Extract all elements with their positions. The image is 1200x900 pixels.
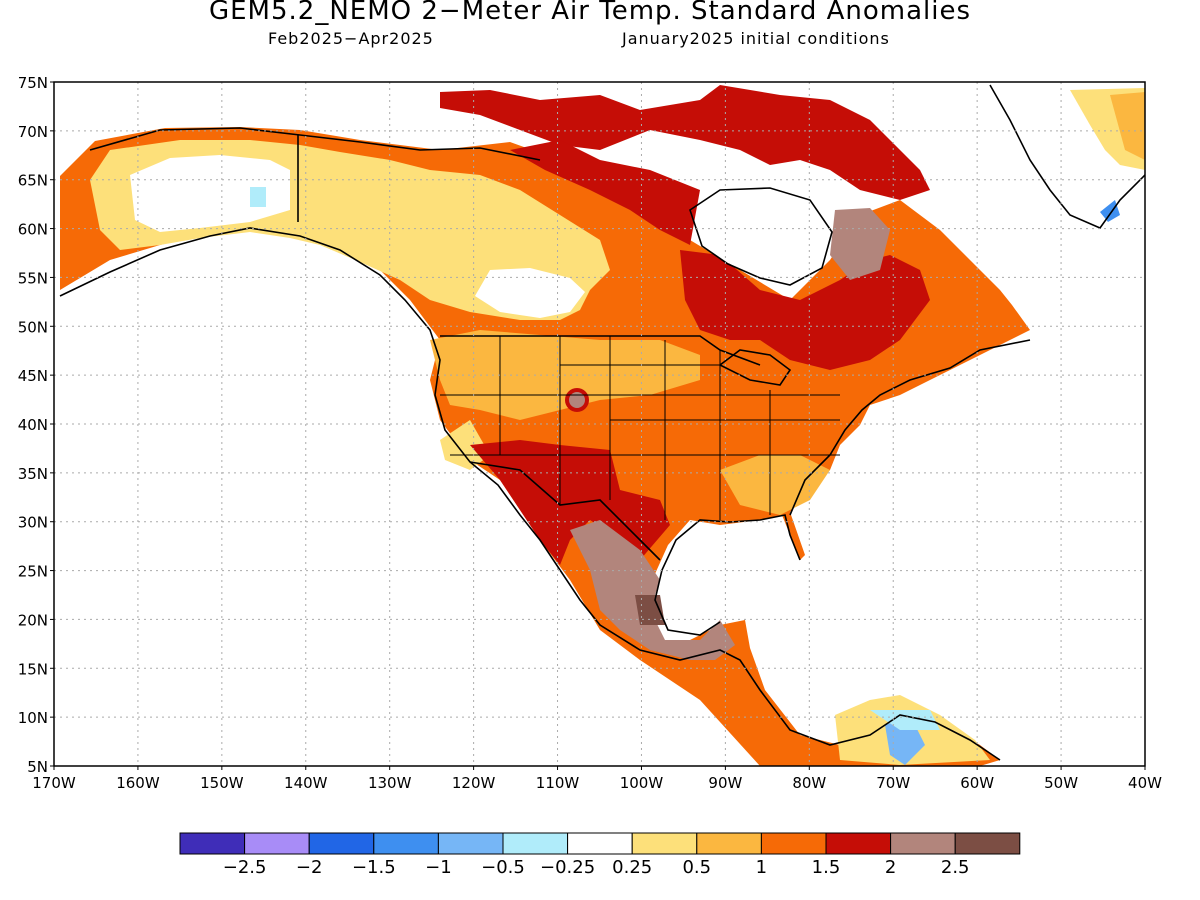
coastline-hudson: [689, 187, 833, 286]
colorbar-swatch: [567, 832, 633, 855]
zone-brown-mexico: [570, 520, 735, 660]
lon-tick-label: 60W: [960, 774, 994, 792]
colorbar-label: −0.5: [481, 857, 525, 878]
zone-brown-quebec: [830, 208, 890, 280]
coastline-greenland: [989, 84, 1145, 229]
arctic-islands: [440, 85, 930, 200]
lat-tick-label: 10N: [18, 709, 48, 727]
lon-tick-label: 80W: [792, 774, 826, 792]
lon-tick-label: 140W: [284, 774, 328, 792]
colorbar-swatch: [179, 832, 246, 855]
lon-tick-label: 160W: [116, 774, 160, 792]
graticule: [54, 82, 1145, 766]
colorbar-swatch: [825, 832, 892, 855]
lat-tick-label: 5N: [27, 758, 48, 776]
colorbar-swatch: [760, 832, 827, 855]
coastline-atlantic: [789, 339, 1031, 516]
colorbar-label: 1: [756, 857, 767, 878]
anomaly-field: [60, 85, 1145, 766]
coastline-north-america: [59, 227, 1001, 761]
us-canada-border: [440, 335, 761, 366]
colorbar-swatch: [631, 832, 698, 855]
lon-tick-label: 110W: [536, 774, 580, 792]
lat-tick-label: 25N: [18, 563, 48, 581]
lat-tick-label: 40N: [18, 416, 48, 434]
lat-tick-label: 30N: [18, 514, 48, 532]
zone-white-alaska: [130, 155, 290, 232]
lon-tick-label: 90W: [708, 774, 742, 792]
zone-cyan-caribbean: [870, 710, 940, 730]
lat-tick-label: 20N: [18, 611, 48, 629]
zone-blue-greenland: [1100, 200, 1120, 222]
zone-yellow-west: [440, 420, 490, 470]
lon-tick-label: 70W: [876, 774, 910, 792]
colorbar-label: 0.25: [612, 857, 652, 878]
great-lakes: [718, 349, 792, 386]
lat-tick-label: 55N: [18, 269, 48, 287]
lon-tick-label: 100W: [620, 774, 664, 792]
colorbar-swatch: [890, 832, 956, 855]
zone-yellow-southeast: [720, 455, 830, 515]
colorbar-label: −2.5: [223, 857, 267, 878]
colorbar-swatch: [502, 832, 569, 855]
colorbar-label: −2: [296, 857, 323, 878]
initial-conditions: January2025 initial conditions: [622, 29, 890, 48]
coastline-arctic: [89, 127, 541, 161]
lon-tick-label: 40W: [1128, 774, 1162, 792]
lon-tick-label: 150W: [200, 774, 244, 792]
zone-red-southwest: [470, 440, 670, 565]
zone-darkbrown-mexico: [635, 595, 665, 625]
axis-ticks: 75N 70N 65N 60N 55N 50N 45N 40N 35N 30N 25N 20N 15N 1…: [18, 74, 1162, 792]
colorbar-label: 1.5: [812, 857, 841, 878]
colorbar-label: 0.5: [682, 857, 711, 878]
colorbar-swatch: [308, 832, 375, 855]
us-mexico-border: [469, 461, 661, 561]
lat-tick-label: 50N: [18, 318, 48, 336]
lat-tick-label: 60N: [18, 221, 48, 239]
lon-tick-label: 130W: [368, 774, 412, 792]
lat-tick-label: 75N: [18, 74, 48, 92]
zone-cyan-alaska: [250, 187, 266, 207]
colorbar-swatch: [373, 832, 439, 855]
utah-hotspot: [565, 388, 589, 412]
zone-orange-greenland: [1110, 92, 1145, 160]
colorbar-label: 2.5: [941, 857, 970, 878]
lat-tick-label: 65N: [18, 172, 48, 190]
colorbar-label: −1: [425, 857, 452, 878]
zone-red-eastcanada: [680, 250, 930, 370]
lat-tick-label: 70N: [18, 123, 48, 141]
colorbar-swatch: [244, 832, 310, 855]
coastline-gulf: [654, 514, 801, 636]
lon-tick-label: 50W: [1044, 774, 1078, 792]
lat-tick-label: 15N: [18, 660, 48, 678]
colorbar: −2.5 −2 −1.5 −1 −0.5 −0.25 0.25 0.5 1 1.5 2 2.5: [179, 832, 1021, 878]
forecast-period: Feb2025−Apr2025: [268, 29, 434, 48]
lat-tick-label: 35N: [18, 465, 48, 483]
colorbar-swatch: [696, 832, 762, 855]
lon-tick-label: 120W: [452, 774, 496, 792]
colorbar-label: −1.5: [352, 857, 396, 878]
colorbar-swatch: [437, 832, 504, 855]
colorbar-swatch: [954, 832, 1021, 855]
colorbar-label: −0.25: [540, 857, 595, 878]
map-title: GEM5.2_NEMO 2−Meter Air Temp. Standard A…: [208, 0, 972, 26]
colorbar-label: 2: [885, 857, 896, 878]
lon-tick-label: 170W: [32, 774, 76, 792]
lat-tick-label: 45N: [18, 367, 48, 385]
coastlines: [59, 84, 1145, 761]
